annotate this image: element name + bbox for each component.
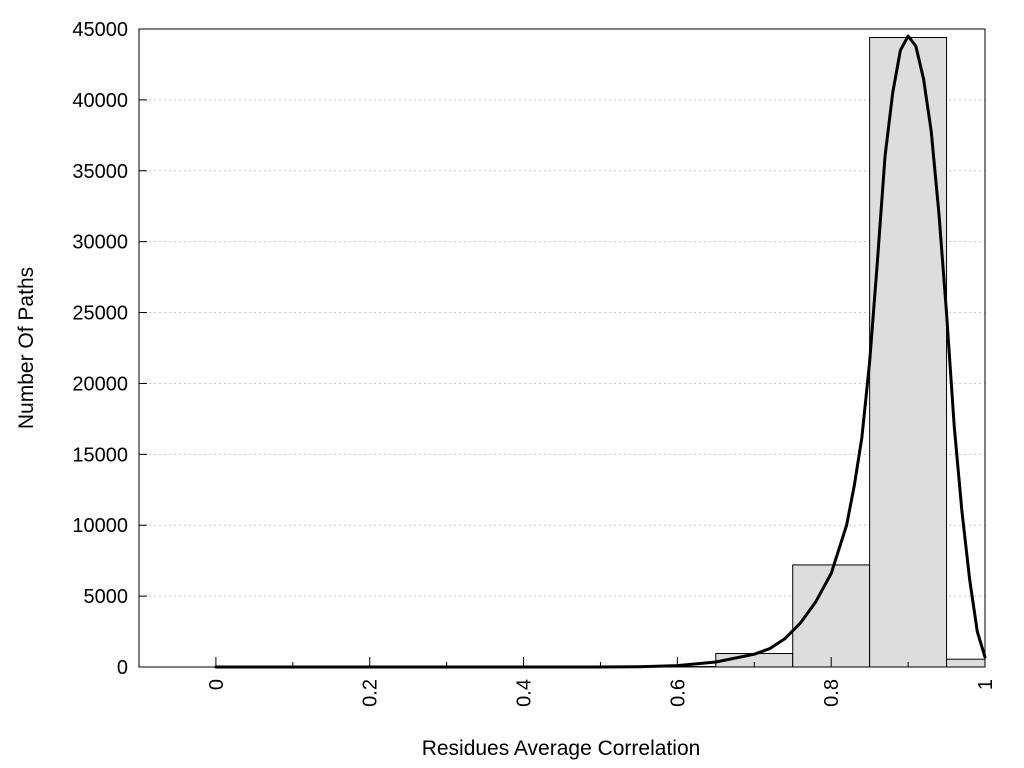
axis-ticks [139,28,986,668]
histogram-bars [638,37,986,668]
y-tick-label-0: 0 [117,657,128,679]
y-tick-label-35000: 35000 [72,161,128,183]
histogram-bar-9 [869,37,948,668]
y-tick-label-10000: 10000 [72,515,128,537]
histogram-bar-10 [946,658,986,668]
y-tick-label-25000: 25000 [72,303,128,325]
y-tick-label-40000: 40000 [72,90,128,112]
x-tick-label-0.4: 0.4 [514,679,536,707]
y-tick-label-30000: 30000 [72,232,128,254]
x-axis-title: Residues Average Correlation [422,737,701,760]
grid-lines [139,99,985,597]
x-tick-label-0.6: 0.6 [667,679,689,707]
plot-frame [138,28,986,668]
y-tick-labels: 0 5000 10000 15000 20000 25000 30000 35000 40000… [72,19,128,679]
x-tick-label-1: 1 [975,679,997,690]
y-tick-label-45000: 45000 [72,19,128,41]
x-tick-label-0.2: 0.2 [360,679,382,707]
y-axis-title: Number Of Paths [15,267,38,429]
y-tick-label-5000: 5000 [84,586,129,608]
y-tick-label-15000: 15000 [72,444,128,466]
y-tick-label-20000: 20000 [72,373,128,395]
x-tick-label-0.8: 0.8 [821,679,843,707]
x-tick-labels: 0 0.2 0.4 0.6 0.8 1 [206,679,997,707]
x-tick-label-0: 0 [206,679,228,690]
